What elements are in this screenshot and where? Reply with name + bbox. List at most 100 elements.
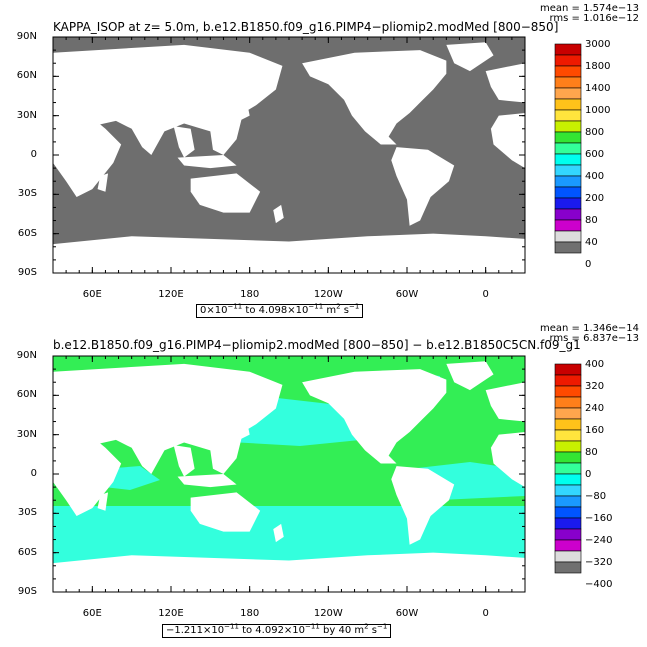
colorbar-swatch [554, 175, 582, 188]
lon-tick-label: 0 [482, 608, 489, 619]
lat-tick-label: 60S [17, 546, 37, 558]
colorbar-swatch [554, 241, 582, 254]
lon-tick-label: 180 [240, 289, 260, 300]
colorbar-swatch [554, 561, 582, 574]
lat-tick-label: 30S [17, 507, 37, 519]
lon-tick-label: 60W [395, 289, 419, 300]
colorbar-label: −80 [585, 491, 607, 502]
colorbar-swatch [554, 230, 582, 243]
panel-1-rms: rms = 1.016e−12 [549, 13, 639, 24]
colorbar-swatch [554, 396, 582, 409]
colorbar-label: −400 [585, 579, 613, 590]
colorbar-label: 3000 [585, 39, 611, 50]
colorbar-swatch [554, 120, 582, 133]
lon-tick-label: 180 [240, 608, 260, 619]
lon-tick-label: 60E [82, 608, 102, 619]
lat-tick-label: 90N [16, 31, 37, 42]
colorbar-label: 200 [585, 193, 605, 204]
colorbar-swatch [554, 528, 582, 541]
colorbar-label: 1000 [585, 105, 611, 116]
colorbar-swatch [554, 550, 582, 563]
lat-tick-label: 30N [16, 109, 37, 121]
colorbar-swatch [554, 473, 582, 486]
lat-tick-label: 0 [30, 468, 37, 479]
lon-tick-label: 0 [482, 289, 489, 300]
panel-2-title: b.e12.B1850.f09_g16.PIMP4−pliomip2.modMe… [53, 338, 581, 352]
colorbar-swatch [554, 54, 582, 67]
panel-2-rms: rms = 6.837e−13 [549, 333, 639, 344]
lat-tick-label: 90N [16, 350, 37, 361]
colorbar-label: 320 [585, 381, 605, 392]
colorbar-label: −240 [585, 535, 613, 546]
colorbar-label: 600 [585, 149, 605, 160]
colorbar-swatch [554, 43, 582, 56]
colorbar-swatch [554, 153, 582, 166]
colorbar-swatch [554, 539, 582, 552]
colorbar-swatch [554, 517, 582, 530]
colorbar-swatch [554, 506, 582, 519]
lat-tick-label: 60N [16, 389, 37, 401]
lon-tick-label: 120E [158, 289, 184, 300]
colorbar-swatch [554, 363, 582, 376]
lon-tick-label: 120W [313, 608, 343, 619]
colorbar-label: 0 [585, 259, 592, 270]
colorbar-label: 1800 [585, 61, 611, 72]
colorbar-swatch [554, 186, 582, 199]
lat-tick-label: 90S [17, 586, 37, 597]
colorbar-label: 800 [585, 127, 605, 138]
panel-1-title: KAPPA_ISOP at z= 5.0m, b.e12.B1850.f09_g… [53, 20, 559, 34]
axis-ticks-2 [52, 355, 526, 593]
lat-tick-label: 90S [17, 267, 37, 278]
colorbar-label: 80 [585, 447, 598, 458]
colorbar-label: 400 [585, 359, 605, 370]
colorbar-label: −160 [585, 513, 613, 524]
colorbar-swatch [554, 407, 582, 420]
colorbar-swatch [554, 65, 582, 78]
colorbar-swatch [554, 219, 582, 232]
lon-tick-label: 60E [82, 289, 102, 300]
colorbar-swatch [554, 440, 582, 453]
lon-tick-label: 120E [158, 608, 184, 619]
colorbar-label: 80 [585, 215, 598, 226]
map-panel-2 [52, 355, 526, 593]
colorbar-1 [554, 43, 582, 254]
colorbar-label: 0 [585, 469, 592, 480]
axis-ticks-1 [52, 36, 526, 274]
colorbar-label: 160 [585, 425, 605, 436]
colorbar-swatch [554, 484, 582, 497]
colorbar-swatch [554, 418, 582, 431]
colorbar-swatch [554, 462, 582, 475]
colorbar-label: 240 [585, 403, 605, 414]
panel-2-range-label: −1.211×10−11 to 4.092×10−11 by 40 m2 s−1 [162, 623, 392, 638]
colorbar-label: 40 [585, 237, 598, 248]
colorbar-swatch [554, 495, 582, 508]
colorbar-swatch [554, 98, 582, 111]
colorbar-swatch [554, 109, 582, 122]
colorbar-swatch [554, 451, 582, 464]
lat-tick-label: 60S [17, 227, 37, 239]
colorbar-swatch [554, 76, 582, 89]
colorbar-swatch [554, 142, 582, 155]
colorbar-swatch [554, 385, 582, 398]
colorbar-label: −320 [585, 557, 613, 568]
lon-tick-label: 60W [395, 608, 419, 619]
colorbar-2 [554, 363, 582, 574]
colorbar-swatch [554, 164, 582, 177]
panel-2-mean: mean = 1.346e−14 [540, 323, 639, 334]
colorbar-label: 1400 [585, 83, 611, 94]
map-panel-1 [52, 36, 526, 274]
colorbar-swatch [554, 131, 582, 144]
lat-tick-label: 30N [16, 428, 37, 440]
colorbar-swatch [554, 197, 582, 210]
colorbar-swatch [554, 208, 582, 221]
lat-tick-label: 60N [16, 70, 37, 82]
colorbar-swatch [554, 429, 582, 442]
colorbar-swatch [554, 87, 582, 100]
colorbar-swatch [554, 374, 582, 387]
colorbar-label: 400 [585, 171, 605, 182]
panel-1-mean: mean = 1.574e−13 [540, 3, 639, 14]
lon-tick-label: 120W [313, 289, 343, 300]
lat-tick-label: 30S [17, 188, 37, 200]
panel-1-range-label: 0×10−11 to 4.098×10−11 m2 s−1 [196, 303, 364, 318]
